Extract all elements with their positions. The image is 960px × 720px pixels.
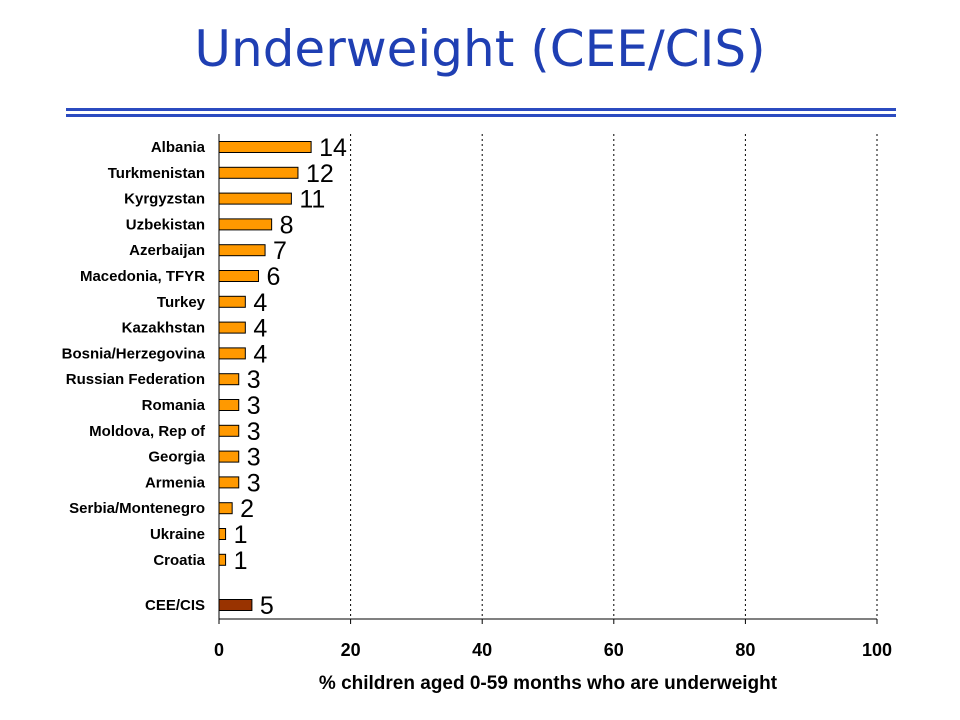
bar <box>218 192 292 205</box>
value-label: 12 <box>306 160 334 188</box>
category-label: Kyrgyzstan <box>124 191 205 208</box>
value-label: 7 <box>273 237 287 265</box>
bar <box>218 270 259 282</box>
value-label: 2 <box>240 495 254 523</box>
bar <box>218 373 240 386</box>
x-tick-label: 100 <box>862 640 892 660</box>
category-label: Turkmenistan <box>108 165 205 182</box>
bar <box>218 347 246 360</box>
value-label: 3 <box>247 366 261 394</box>
category-label: Georgia <box>148 449 205 466</box>
bar <box>218 321 246 334</box>
bar <box>218 528 227 540</box>
category-label: Albania <box>151 139 206 156</box>
bar <box>218 166 299 179</box>
x-tick-label: 60 <box>604 640 624 660</box>
value-label: 8 <box>280 211 294 239</box>
category-label: Moldova, Rep of <box>89 423 206 440</box>
value-label: 11 <box>299 186 325 214</box>
category-label: Serbia/Montenegro <box>69 500 205 517</box>
bar <box>218 295 246 308</box>
value-label: 3 <box>247 392 261 420</box>
summary-bar <box>218 599 253 611</box>
bar <box>218 450 240 463</box>
value-label: 3 <box>247 444 261 472</box>
value-label: 3 <box>247 469 261 497</box>
category-label: Bosnia/Herzegovina <box>62 345 206 362</box>
category-label: Armenia <box>145 474 206 491</box>
title-rule-top <box>66 108 896 111</box>
value-label: 1 <box>234 547 248 575</box>
value-label: 1 <box>234 521 248 549</box>
title-rule-bottom <box>66 114 896 117</box>
bar <box>218 218 273 231</box>
x-tick-label: 20 <box>341 640 361 660</box>
x-tick-label: 80 <box>735 640 755 660</box>
category-label: Kazakhstan <box>122 320 205 337</box>
category-label: Uzbekistan <box>126 216 205 233</box>
bar <box>218 141 312 153</box>
value-label: 4 <box>253 315 267 343</box>
bar <box>218 399 240 411</box>
category-label: Croatia <box>153 552 205 569</box>
x-tick-label: 0 <box>214 640 224 660</box>
value-label: 4 <box>253 289 267 317</box>
value-label: 6 <box>266 263 280 291</box>
category-label: Azerbaijan <box>129 242 205 259</box>
value-label: 4 <box>253 340 267 368</box>
x-axis-title: % children aged 0-59 months who are unde… <box>319 673 778 694</box>
value-label: 14 <box>319 134 347 162</box>
slide-title: Underweight (CEE/CIS) <box>194 20 766 78</box>
bar <box>218 502 233 515</box>
bar <box>218 244 266 257</box>
category-label: Ukraine <box>150 526 205 543</box>
x-tick-label: 40 <box>472 640 492 660</box>
value-label: 3 <box>247 418 261 446</box>
category-label: Russian Federation <box>66 371 205 388</box>
category-label: Macedonia, TFYR <box>80 268 205 285</box>
bar <box>218 553 227 566</box>
category-label: Romania <box>142 397 206 414</box>
summary-value-label: 5 <box>260 592 274 620</box>
bar <box>218 476 240 489</box>
category-label: Turkey <box>157 294 206 311</box>
summary-category-label: CEE/CIS <box>145 597 205 614</box>
bar <box>218 424 240 437</box>
